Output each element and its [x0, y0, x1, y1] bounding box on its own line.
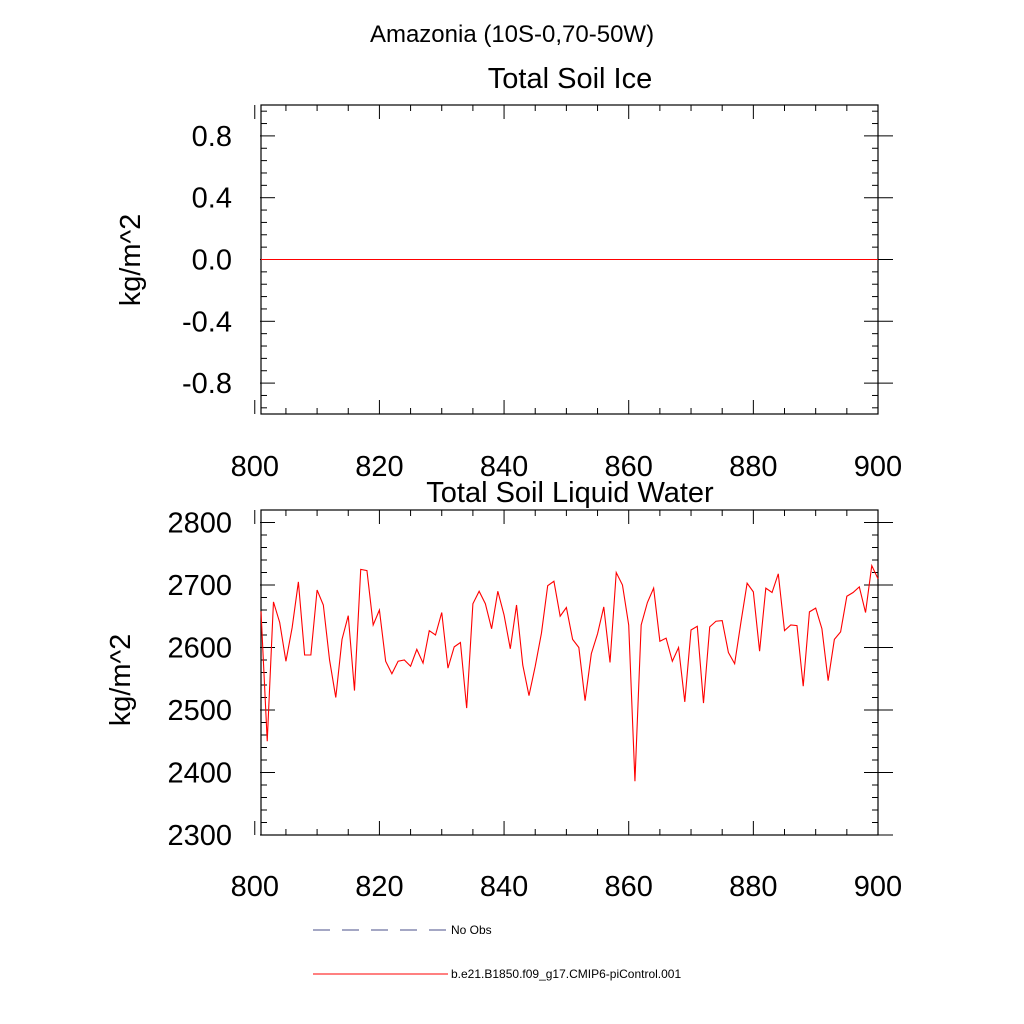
legend-label-no-obs: No Obs	[451, 923, 492, 937]
y-tick-label: 0.0	[192, 245, 232, 277]
x-tick-label: 840	[480, 871, 528, 903]
x-tick-label: 860	[605, 451, 653, 483]
y-tick-label: 2500	[167, 695, 232, 727]
series-line	[260, 563, 879, 782]
legend: No Obs b.e21.B1850.f09_g17.CMIP6-piContr…	[313, 923, 681, 981]
y-axis-label: kg/m^2	[105, 634, 137, 727]
panel-title: Total Soil Liquid Water	[426, 477, 714, 509]
y-tick-label: 0.8	[192, 121, 232, 153]
x-tick-label: 880	[729, 871, 777, 903]
y-tick-label: -0.8	[182, 368, 232, 400]
y-tick-label: -0.4	[182, 306, 232, 338]
x-tick-label: 800	[231, 871, 279, 903]
figure-title: Amazonia (10S-0,70-50W)	[370, 21, 654, 48]
y-tick-label: 2300	[167, 820, 232, 852]
x-tick-label: 880	[729, 451, 777, 483]
plot-frame	[260, 509, 879, 836]
y-tick-label: 2700	[167, 570, 232, 602]
y-axis-label: kg/m^2	[115, 214, 147, 307]
x-tick-label: 860	[605, 871, 653, 903]
legend-label-picontrol: b.e21.B1850.f09_g17.CMIP6-piControl.001	[451, 967, 681, 981]
x-tick-label: 800	[231, 451, 279, 483]
y-tick-label: 2400	[167, 758, 232, 790]
y-tick-label: 2600	[167, 633, 232, 665]
panel-total-soil-ice: Total Soil Ice 800 820 840 860 880 900 -0.8 -0.4…	[115, 63, 902, 483]
panel-total-soil-liquid-water: Total Soil Liquid Water 800 820 840 860 880 90…	[105, 477, 902, 903]
x-tick-label: 820	[355, 871, 403, 903]
panel-title: Total Soil Ice	[488, 63, 652, 95]
x-tick-label: 820	[355, 451, 403, 483]
y-tick-label: 0.4	[192, 183, 232, 215]
y-tick-label: 2800	[167, 508, 232, 540]
x-tick-label: 900	[854, 871, 902, 903]
x-tick-label: 840	[480, 451, 528, 483]
x-tick-label: 900	[854, 451, 902, 483]
